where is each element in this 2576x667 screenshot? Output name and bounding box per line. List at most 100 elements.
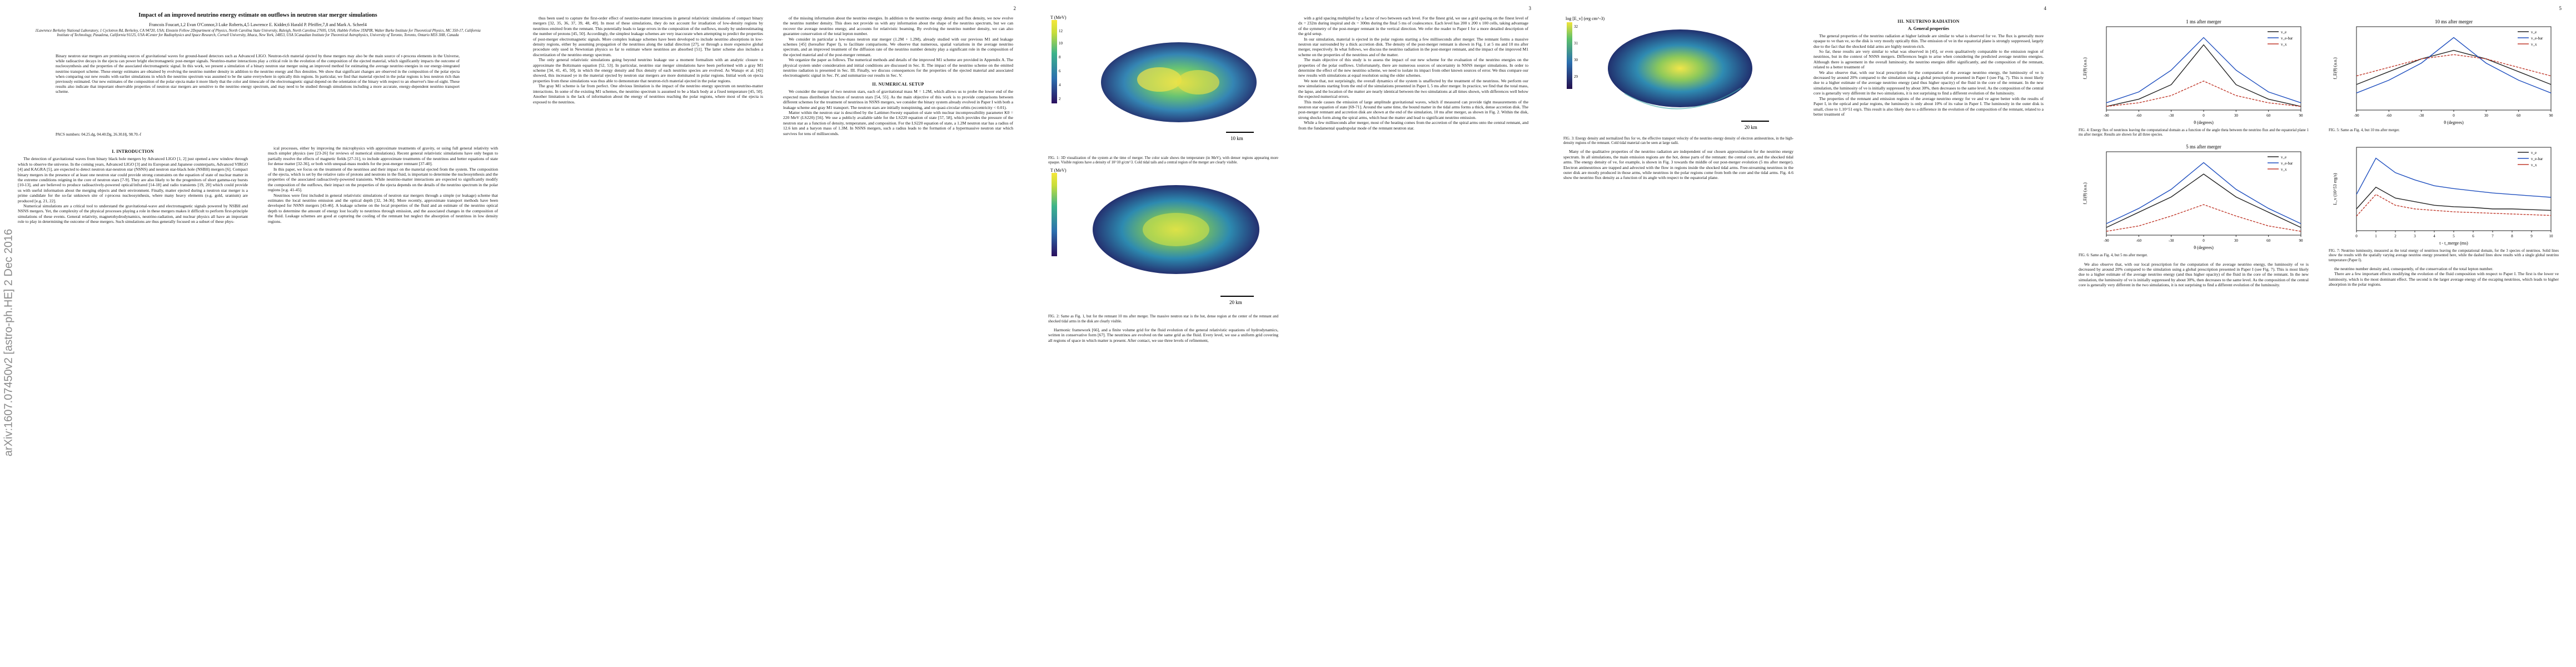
page4-left-column: log [E_v] (erg cm^-3) 32 31 30 29 20 km … — [1563, 16, 1793, 181]
x-tick-label: 30 — [2484, 113, 2489, 118]
sim-render-remnant: T (MeV) 20 km — [1050, 168, 1259, 305]
paper-affiliations: 1Lawrence Berkeley National Laboratory, … — [35, 29, 481, 38]
x-tick-label: -60 — [2136, 113, 2142, 118]
chart-title: 5 ms after merger — [2186, 144, 2221, 150]
series-line-1 — [2106, 173, 2301, 228]
x-tick-label: -60 — [2386, 113, 2392, 118]
hot-core-left — [1137, 67, 1182, 92]
page1-right-column: ical processes, either by improving the … — [268, 146, 498, 224]
x-tick-label: -90 — [2354, 113, 2359, 118]
chart-angular-flux-10ms: 10 ms after merger -90 -60 -30 0 30 60 90 θ (deg… — [2333, 19, 2553, 125]
paragraph: thus been used to capture the first-orde… — [533, 16, 763, 57]
colorbar-tick: 10 — [1059, 41, 1063, 46]
colorbar-label: log [E_v] (erg cm^-3) — [1566, 16, 1605, 21]
colorbar-tick: 29 — [1574, 74, 1578, 79]
x-tick-label: 6 — [2472, 234, 2474, 238]
x-axis-label: t - t_merge (ms) — [2439, 241, 2468, 246]
plot-frame — [2106, 26, 2301, 111]
paragraph: There are a few important effects modify… — [2329, 271, 2559, 287]
paragraph: of the missing information about the neu… — [783, 16, 1013, 37]
colorbar-label: T (MeV) — [1050, 16, 1067, 20]
x-tick-label: 3 — [2414, 234, 2416, 238]
series-line-3 — [2356, 194, 2552, 217]
x-tick-label: 8 — [2511, 234, 2513, 238]
page-5: 5 1 ms after merger -90 -60 -30 0 30 60 90 θ (de… — [2061, 0, 2576, 667]
paragraph: We also observe that, with our local pre… — [2079, 261, 2309, 288]
x-axis-label: θ (degrees) — [2194, 245, 2214, 250]
x-tick-label: 5 — [2453, 234, 2455, 238]
chart-angular-flux-1ms: 1 ms after merger -90 -60 -30 0 30 60 90 θ (degr… — [2082, 19, 2303, 125]
figure-4-caption: FIG. 4: Energy flux of neutrinos leaving… — [2079, 128, 2309, 137]
flux-streamline — [1624, 87, 1742, 109]
figure-4: 1 ms after merger -90 -60 -30 0 30 60 90 θ (degr… — [2079, 16, 2309, 127]
legend-label: v_e-bar — [2531, 36, 2543, 41]
legend-label: v_x — [2531, 163, 2537, 167]
x-tick-label: 0 — [2453, 113, 2455, 118]
series-line-2 — [2356, 37, 2552, 93]
colorbar-tick: 2 — [1059, 97, 1061, 101]
paragraph: We note that, not surprisingly, the over… — [1298, 78, 1528, 99]
x-tick-label: 1 — [2375, 234, 2377, 238]
x-tick-label: 9 — [2530, 234, 2533, 238]
page-2: 2 thus been used to capture the first-or… — [515, 0, 1030, 667]
x-tick-label: 4 — [2433, 234, 2435, 238]
y-axis-label: f_E(θ) (a.u.) — [2082, 57, 2087, 79]
section-heading-setup: II. NUMERICAL SETUP — [872, 81, 924, 87]
paragraph: with a grid spacing multiplied by a fact… — [1298, 16, 1528, 37]
x-tick-label: -30 — [2169, 238, 2174, 243]
plot-frame — [2356, 26, 2552, 111]
paragraph: Harmonic framework [66], and a finite vo… — [1048, 327, 1278, 343]
x-tick-label: 90 — [2299, 238, 2304, 243]
x-tick-label: -60 — [2136, 238, 2142, 243]
legend-label: v_e — [2281, 30, 2286, 34]
colorbar-tick: 30 — [1574, 58, 1578, 62]
x-tick-label: 7 — [2492, 234, 2494, 238]
series-line-2 — [2356, 157, 2552, 198]
legend-label: v_e — [2531, 30, 2537, 34]
x-tick-label: -90 — [2104, 113, 2109, 118]
page3-right-column: with a grid spacing multiplied by a fact… — [1298, 16, 1528, 131]
page-number: 5 — [2559, 6, 2562, 11]
x-axis-label: θ (degrees) — [2444, 120, 2464, 125]
paragraph: Neutrinos were first included in general… — [268, 192, 498, 224]
x-tick-label: 60 — [2266, 113, 2271, 118]
legend-label: v_e-bar — [2281, 36, 2293, 41]
plot-frame — [2106, 151, 2301, 236]
page5-right-column: 10 ms after merger -90 -60 -30 0 30 60 90 θ (deg… — [2329, 16, 2559, 287]
paragraph: The main objective of this study is to a… — [1298, 57, 1528, 78]
series-line-3 — [2106, 81, 2301, 107]
figure-6-caption: FIG. 6: Same as Fig. 4, but 5 ms after m… — [2079, 253, 2148, 258]
x-tick-label: 0 — [2355, 234, 2358, 238]
paragraph: This mode causes the emission of large a… — [1298, 99, 1528, 120]
x-tick-label: 2 — [2394, 234, 2396, 238]
colorbar — [1052, 173, 1057, 257]
page-number: 4 — [2044, 6, 2047, 11]
figure-5: 10 ms after merger -90 -60 -30 0 30 60 90 θ (deg… — [2329, 16, 2559, 127]
series-line-3 — [2106, 204, 2301, 232]
legend-label: v_e-bar — [2531, 157, 2543, 161]
x-tick-label: 0 — [2203, 113, 2205, 118]
page2-right-column: of the missing information about the neu… — [783, 16, 1013, 136]
legend-label: v_e-bar — [2281, 161, 2293, 166]
series-line-3 — [2356, 54, 2552, 77]
scale-bar-label: 20 km — [1745, 125, 1757, 130]
paragraph: We also observe that, with our local pre… — [1813, 69, 2044, 96]
series-line-2 — [2106, 37, 2301, 103]
page-number: 3 — [1528, 6, 1532, 11]
page-3: 3 T (MeV) 12 10 8 6 — [1030, 0, 1546, 667]
paragraph: Matter within the neutron star is descri… — [783, 109, 1013, 136]
section-heading-intro: I. INTRODUCTION — [112, 149, 154, 154]
colorbar-tick: 8 — [1059, 55, 1061, 59]
page-1: arXiv:1607.07450v2 [astro-ph.HE] 2 Dec 2… — [0, 0, 515, 667]
x-tick-label: 30 — [2234, 113, 2239, 118]
paragraph: We consider in particular a low-mass neu… — [783, 36, 1013, 57]
figure-5-caption: FIG. 5: Same as Fig. 4, but 10 ms after … — [2329, 128, 2400, 132]
series-line-1 — [2356, 187, 2552, 211]
paragraph: Numerical simulations are a critical too… — [18, 203, 248, 225]
colorbar-tick: 12 — [1059, 29, 1063, 33]
pacs-numbers: PACS numbers: 04.25.dg, 04.40.Dg, 26.30.… — [56, 132, 142, 137]
colorbar-label: T (MeV) — [1050, 168, 1067, 173]
x-tick-label: 60 — [2266, 238, 2271, 243]
hot-core-right — [1177, 70, 1219, 94]
figure-7-caption: FIG. 7: Neutrino luminosity, measured as… — [2329, 249, 2559, 262]
